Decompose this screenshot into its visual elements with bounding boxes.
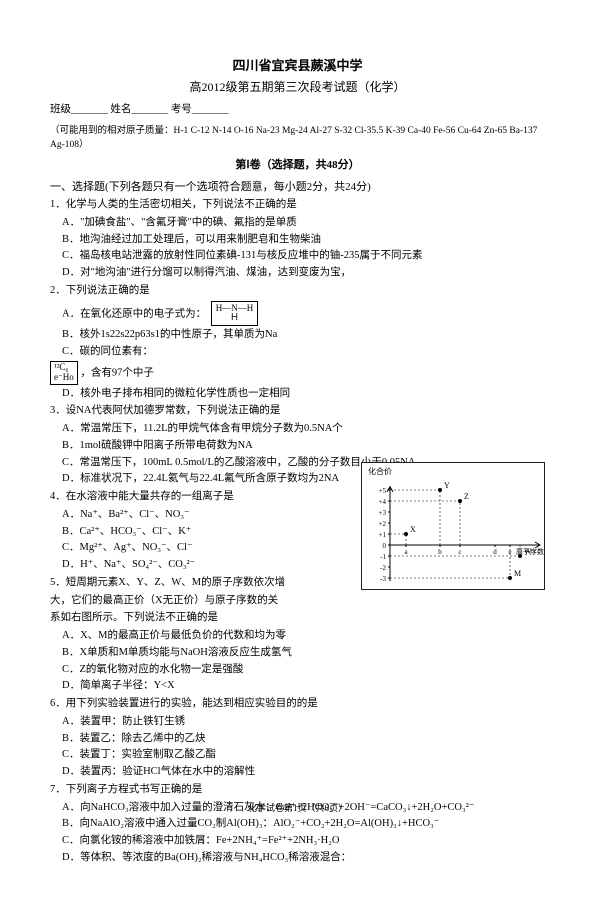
q1-stem: 1．化学与人类的生活密切相关，下列说法不正确的是 xyxy=(50,197,545,213)
svg-text:+1: +1 xyxy=(379,531,387,539)
ho-isotope-box: ¹²C₆ e⁻Ho ，含有97个中子 xyxy=(50,361,545,385)
svg-text:+2: +2 xyxy=(379,520,387,528)
q3-stem: 3．设NA代表阿伏加德罗常数，下列说法正确的是 xyxy=(50,403,545,419)
page-title: 四川省宜宾县蕨溪中学 xyxy=(50,55,545,74)
q2-option-d: D．核外电子排布相同的微粒化学性质也一定相同 xyxy=(62,386,545,402)
svg-text:a: a xyxy=(404,548,408,556)
q1-option-c: C．福岛核电站泄露的放射性同位素碘-131与核反应堆中的铀-235属于不同元素 xyxy=(62,248,545,264)
q5-stem3: 系如右图所示。下列说法不正确的是 xyxy=(50,610,350,626)
svg-text:+3: +3 xyxy=(379,509,387,517)
svg-text:+5: +5 xyxy=(379,487,387,495)
section-1-instruction: 一、选择题(下列各题只有一个选项符合题意，每小题2分，共24分) xyxy=(50,178,545,194)
valence-chart: 化合价-3-2-10+1+2+3+4+5abcde原子序数XYZWM xyxy=(361,462,545,590)
q5-option-d: D．简单离子半径：Y<X xyxy=(62,678,362,694)
q6-option-d: D．装置丙：验证HCl气体在水中的溶解性 xyxy=(62,764,545,780)
nh3-structure-icon: H—N—H Ｈ xyxy=(211,301,259,327)
q6-option-b: B．装置乙：除去乙烯中的乙炔 xyxy=(62,731,545,747)
svg-text:d: d xyxy=(493,548,497,556)
q7-stem: 7．下列离子方程式书写正确的是 xyxy=(50,782,545,798)
q1-option-b: B．地沟油经过加工处理后，可以用来制肥皂和生物柴油 xyxy=(62,232,545,248)
svg-text:W: W xyxy=(524,547,532,556)
q2-stem: 2．下列说法正确的是 xyxy=(50,283,545,299)
q2-option-b: B．核外1s22s22p63s1的中性原子，其单质为Na xyxy=(62,327,545,343)
isotope-icon: ¹²C₆ e⁻Ho xyxy=(50,361,78,385)
svg-text:0: 0 xyxy=(383,542,387,550)
chart-svg: 化合价-3-2-10+1+2+3+4+5abcde原子序数XYZWM xyxy=(362,463,544,589)
ho-bottom: e⁻Ho xyxy=(54,372,74,382)
q5-stem2: 大，它们的最高正价（X无正价）与原子序数的关 xyxy=(50,593,350,609)
svg-text:化合价: 化合价 xyxy=(368,466,392,476)
svg-text:-1: -1 xyxy=(380,553,386,561)
svg-text:-3: -3 xyxy=(380,575,386,583)
svg-text:M: M xyxy=(514,569,521,578)
q6-option-a: A．装置甲：防止铁钉生锈 xyxy=(62,714,545,730)
q2-c-text1: C．碳的同位素有： xyxy=(62,346,153,357)
q7-option-b: B．向NaAlO₂溶液中通入过量CO₂制Al(OH)₃：AlO₂⁻+CO₂+2H… xyxy=(62,816,545,832)
q7-option-d: D．等体积、等浓度的Ba(OH)₂稀溶液与NH₄HCO₃稀溶液混合： xyxy=(62,850,545,866)
svg-text:Y: Y xyxy=(444,481,450,490)
svg-text:X: X xyxy=(410,525,416,534)
q1-option-d: D．对"地沟油"进行分馏可以制得汽油、煤油，达到变废为宝， xyxy=(62,265,545,281)
page-footer: 化学试卷第1页（共6页） xyxy=(0,801,595,814)
q2-option-c: C．碳的同位素有： xyxy=(62,344,545,360)
svg-text:c: c xyxy=(458,548,461,556)
q5-stem: 5．短周期元素X、Y、Z、W、M的原子序数依次增 xyxy=(50,575,350,591)
q3-option-b: B．1mol硫酸钾中阳离子所带电荷数为NA xyxy=(62,438,545,454)
q5-option-a: A．X、M的最高正价与最低负价的代数和均为零 xyxy=(62,628,362,644)
svg-text:-2: -2 xyxy=(380,564,386,572)
q5-option-c: C．Z的氧化物对应的水化物一定是强酸 xyxy=(62,662,362,678)
svg-text:+4: +4 xyxy=(379,498,387,506)
atomic-mass-note: （可能用到的相对原子质量：H-1 C-12 N-14 O-16 Na-23 Mg… xyxy=(50,122,545,150)
q2-a-text: A．在氧化还原中的电子式为： xyxy=(62,308,206,319)
ho-top: ¹²C₆ xyxy=(54,362,69,372)
q2-option-a: A．在氧化还原中的电子式为： H—N—H Ｈ xyxy=(62,301,545,327)
q6-option-c: C．装置丁：实验室制取乙酸乙酯 xyxy=(62,747,545,763)
class-info: 班级_______ 姓名_______ 考号_______ xyxy=(50,101,545,116)
q3-option-a: A．常温常压下，11.2L的甲烷气体含有甲烷分子数为0.5NA个 xyxy=(62,421,545,437)
q1-option-a: A．"加碘食盐"、"含氟牙膏"中的碘、氟指的是单质 xyxy=(62,215,545,231)
q7-option-c: C．向氯化铵的稀溶液中加铁屑：Fe+2NH₄⁺=Fe²⁺+2NH₃·H₂O xyxy=(62,833,545,849)
nh3-bottom: Ｈ xyxy=(230,312,239,322)
q2-c-text2: ，含有97个中子 xyxy=(80,367,154,378)
section-1-title: 第Ⅰ卷（选择题，共48分） xyxy=(50,156,545,172)
q6-stem: 6．用下列实验装置进行的实验，能达到相应实验目的的是 xyxy=(50,696,545,712)
svg-text:b: b xyxy=(438,548,442,556)
nh3-top: H—N—H xyxy=(216,303,254,313)
q5-option-b: B．X单质和M单质均能与NaOH溶液反应生成氢气 xyxy=(62,645,362,661)
page-subtitle: 高2012级第五期第三次段考试题（化学） xyxy=(50,78,545,95)
svg-text:Z: Z xyxy=(464,492,469,501)
